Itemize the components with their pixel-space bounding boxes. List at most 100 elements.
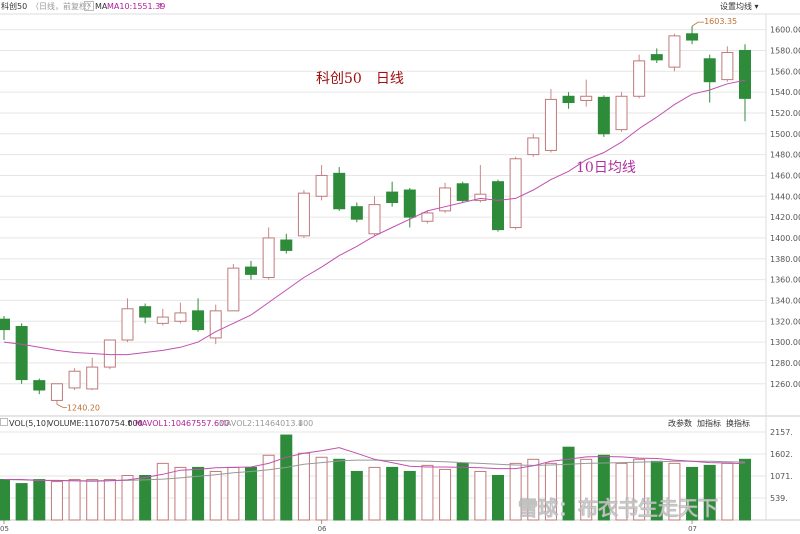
price-tick-label: 1440.00 <box>770 192 800 201</box>
volume-bar <box>245 466 257 521</box>
settings-box-icon[interactable]: × <box>84 1 94 11</box>
volume-bar <box>209 470 222 521</box>
price-tick-label: 1480.00 <box>770 151 800 160</box>
candle-body <box>280 239 293 251</box>
candle-body <box>15 325 28 381</box>
symbol-label: 科创50 <box>1 2 28 11</box>
price-tick-label: 1560.00 <box>770 67 800 76</box>
price-tick-label: 1500.00 <box>770 130 800 139</box>
price-tick-label: 1580.00 <box>770 46 800 55</box>
high-marker-line <box>691 21 705 27</box>
candle-body <box>333 172 346 210</box>
candle-body <box>262 237 275 279</box>
price-tick-label: 1520.00 <box>770 109 800 118</box>
volume-tick-label: 2157. <box>770 428 793 437</box>
change-params-button[interactable]: 改参数 <box>668 419 692 428</box>
low-marker-line <box>56 404 67 408</box>
chart-header: 科创50 （日线，前复权） × MA MA10:1551.39 ↑ 设置均线 ▾ <box>0 0 800 14</box>
candle-body <box>686 33 699 41</box>
candle-body <box>209 310 222 339</box>
mavol2-down-arrow-icon: ↓ <box>297 419 304 428</box>
candle-body <box>562 95 575 104</box>
candle-body <box>509 158 522 229</box>
candle-body <box>668 35 681 68</box>
ma10-line <box>3 79 746 356</box>
candle-body <box>439 187 452 212</box>
candle-body <box>156 316 169 324</box>
candle-body <box>33 380 46 391</box>
volume-bar <box>15 483 28 521</box>
mavol1-value: MAVOL1:10467557.600 <box>135 419 230 428</box>
set-ma-button[interactable]: 设置均线 ▾ <box>720 2 759 11</box>
price-tick-label: 1300.00 <box>770 338 800 347</box>
volume-bar <box>421 464 434 521</box>
volume-bar <box>103 479 116 521</box>
candle-body <box>650 54 663 61</box>
candle-body <box>297 192 310 237</box>
candle-body <box>139 306 152 318</box>
volume-bar <box>33 479 46 521</box>
x-tick-label: 05 <box>0 525 9 533</box>
ma-label: MA <box>95 2 108 11</box>
candle-body <box>227 267 240 312</box>
low-label: 1240.20 <box>67 403 100 412</box>
candle-body <box>121 308 134 341</box>
price-tick-label: 1380.00 <box>770 255 800 264</box>
mavol1-line <box>4 447 746 482</box>
chart-annotation-title: 科创50 日线 <box>316 71 404 87</box>
volume-box-icon[interactable] <box>0 418 8 426</box>
volume-tick-label: 1602. <box>770 450 793 459</box>
volume-bar <box>86 479 99 521</box>
high-label: 1603.35 <box>704 17 737 26</box>
volume-bar <box>50 481 63 521</box>
volume-header: VOL(5,10) VOLUME:11070754.000 ↑ MAVOL1:1… <box>0 417 800 431</box>
volume-bar <box>580 458 593 521</box>
volume-bar <box>262 454 275 521</box>
price-tick-label: 1360.00 <box>770 276 800 285</box>
volume-up-arrow-icon: ↑ <box>126 419 133 428</box>
volume-bar <box>668 462 681 521</box>
add-indicator-button[interactable]: 加指标 <box>697 419 721 428</box>
candle-body <box>86 366 99 390</box>
ma-annotation: 10日均线 <box>576 160 636 176</box>
candle-body <box>403 189 416 218</box>
price-tick-label: 1280.00 <box>770 359 800 368</box>
volume-bar <box>597 454 610 521</box>
candle-body <box>386 191 399 204</box>
candle-body <box>68 370 81 389</box>
switch-indicator-button[interactable]: 换指标 <box>726 419 750 428</box>
candle-body <box>739 49 751 99</box>
ma10-value: MA10:1551.39 <box>107 2 166 11</box>
price-tick-label: 1320.00 <box>770 317 800 326</box>
volume-bar <box>615 462 628 521</box>
candle-body <box>492 181 504 231</box>
price-tick-label: 1600.00 <box>770 26 800 35</box>
candle-body <box>174 312 187 322</box>
candle-body <box>474 193 487 201</box>
volume-bar <box>544 462 557 521</box>
x-tick-label: 07 <box>688 525 697 533</box>
volume-bar <box>474 470 487 521</box>
candle-body <box>703 58 716 83</box>
volume-tick-label: 1071. <box>770 472 793 481</box>
volume-bar <box>0 479 10 521</box>
volume-value: VOLUME:11070754.000 <box>48 419 143 428</box>
candle-body <box>103 339 116 368</box>
volume-bar <box>703 464 716 521</box>
volume-bar <box>68 479 81 521</box>
candle-body <box>580 95 593 101</box>
volume-bar <box>280 434 293 521</box>
vol-label: VOL(5,10) <box>9 419 50 428</box>
volume-bar <box>350 470 363 521</box>
candle-body <box>245 266 257 275</box>
candle-body <box>527 137 540 156</box>
candle-body <box>368 204 381 235</box>
ma10-up-arrow-icon: ↑ <box>157 2 164 11</box>
candle-body <box>192 310 205 331</box>
candle-body <box>350 206 363 220</box>
volume-bar <box>721 462 734 521</box>
candle-body <box>421 212 434 222</box>
volume-bar <box>456 462 469 521</box>
